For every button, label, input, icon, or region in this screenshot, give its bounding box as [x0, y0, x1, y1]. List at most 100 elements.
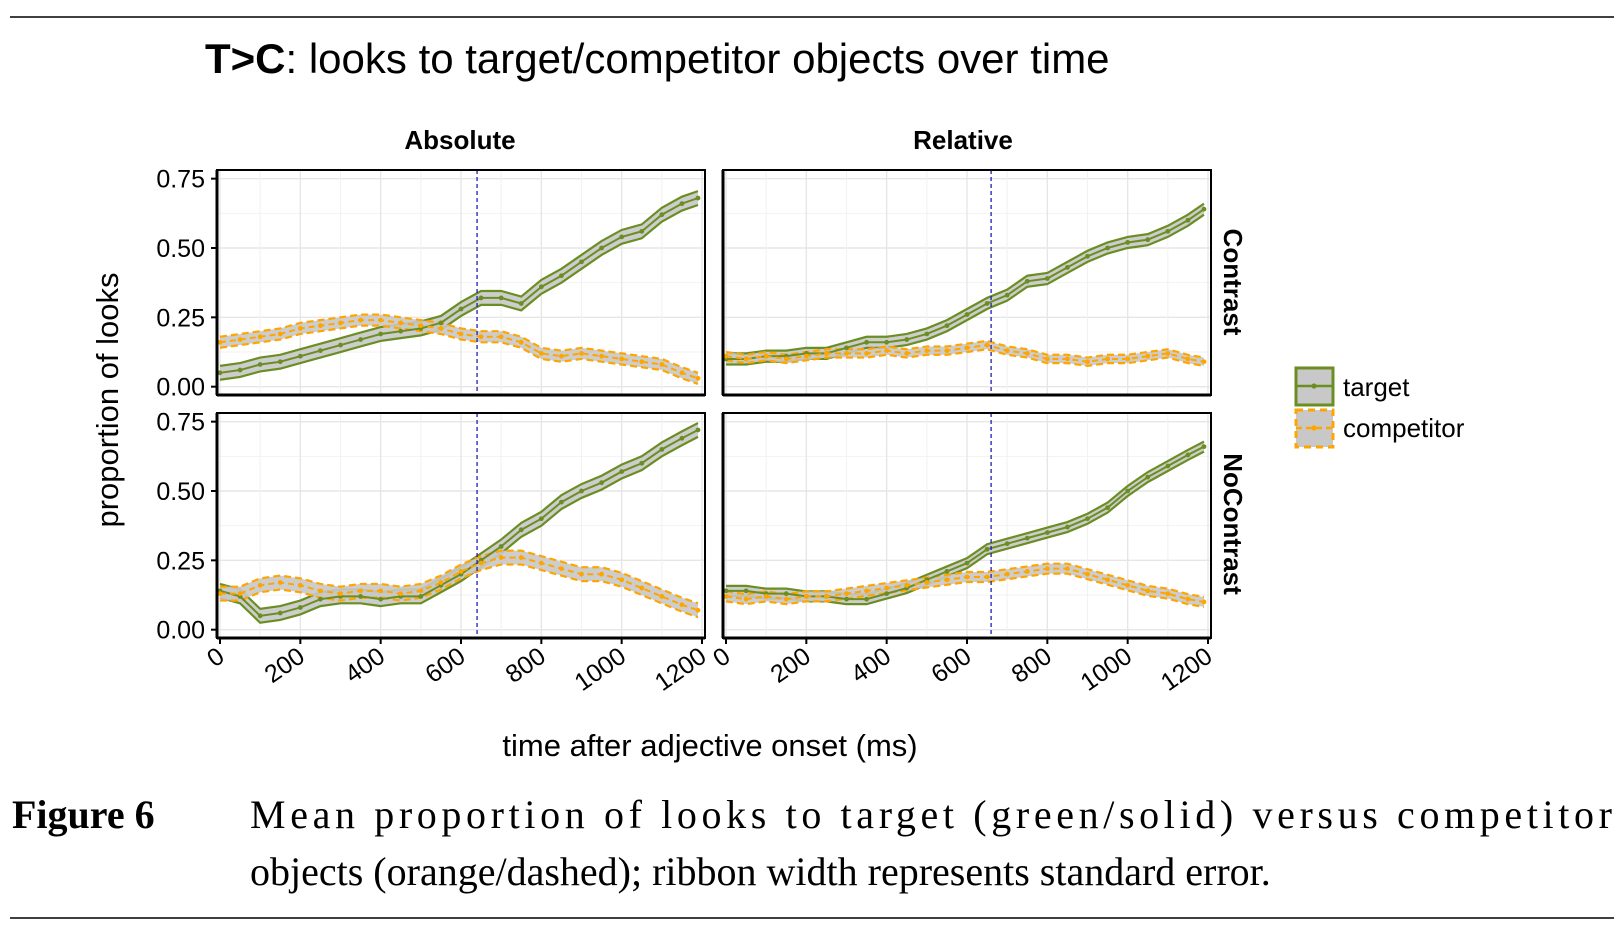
panel-relative-nocontrast: 0 200 400 600 800 1000 1200	[708, 412, 1218, 697]
data-point-competitor	[277, 331, 283, 337]
x-tick-label: 200	[260, 642, 310, 689]
data-point-competitor	[824, 593, 829, 599]
data-point-competitor	[599, 571, 604, 577]
data-point-competitor	[763, 593, 769, 599]
x-tick-label: 800	[501, 642, 551, 689]
y-tick-label: 0.00	[156, 374, 205, 402]
data-point-competitor	[277, 580, 283, 585]
ribbon-edge-upper-target	[726, 202, 1205, 355]
ribbon-edge-lower-competitor	[220, 563, 699, 619]
data-point-target	[599, 480, 604, 486]
data-point-competitor	[659, 362, 665, 367]
data-point-target	[277, 359, 283, 365]
data-point-competitor	[518, 339, 524, 345]
x-tick-label: 800	[1007, 642, 1057, 689]
x-tick-label: 1000	[569, 642, 631, 697]
data-point-target	[458, 306, 464, 312]
data-point-competitor	[297, 582, 303, 588]
y-tick-label: 0.25	[156, 304, 205, 332]
legend: target competitor	[1294, 366, 1465, 449]
caption-label: Figure 6	[12, 792, 155, 837]
data-point-competitor	[257, 582, 263, 588]
data-point-competitor	[824, 350, 829, 356]
data-point-competitor	[538, 560, 544, 566]
data-point-target	[1065, 524, 1070, 530]
data-point-target	[944, 323, 950, 329]
data-point-competitor	[1105, 577, 1110, 583]
data-point-competitor	[884, 585, 890, 591]
data-point-target	[559, 273, 564, 279]
data-point-target	[1145, 474, 1151, 480]
y-tick-label: 0.25	[156, 547, 205, 575]
data-point-competitor	[844, 350, 849, 356]
data-point-target	[378, 596, 384, 602]
y-tick-label: 0.50	[156, 235, 205, 263]
ribbon-edge-lower-target	[219, 435, 699, 624]
data-point-competitor	[438, 580, 444, 585]
data-point-competitor	[559, 353, 564, 359]
y-axis-label: proportion of looks	[90, 272, 125, 527]
data-point-competitor	[1125, 356, 1131, 362]
data-point-target	[1065, 265, 1070, 270]
x-tick-label: 1000	[1075, 642, 1137, 697]
data-point-target	[217, 370, 223, 376]
data-point-competitor	[458, 569, 464, 574]
ribbon-target	[220, 191, 698, 380]
data-point-competitor	[579, 571, 584, 577]
data-point-target	[884, 591, 890, 597]
data-point-target	[783, 591, 789, 597]
data-point-target	[498, 544, 504, 549]
data-point-target	[478, 295, 484, 301]
data-point-competitor	[1165, 591, 1171, 597]
data-point-target	[743, 588, 749, 594]
y-tick-label: 0.75	[156, 166, 205, 194]
data-point-target	[695, 195, 701, 201]
x-tick-label: 400	[846, 642, 896, 689]
data-point-competitor	[1004, 348, 1010, 354]
data-point-target	[679, 201, 685, 207]
data-point-target	[358, 337, 363, 342]
data-point-target	[619, 469, 625, 474]
ribbon-edge-lower-target	[219, 203, 699, 381]
data-point-competitor	[639, 359, 645, 365]
caption-line-1: Mean proportion of looks to target (gree…	[250, 792, 1612, 837]
data-point-target	[418, 593, 424, 599]
legend-label-target: target	[1343, 372, 1410, 402]
data-point-target	[297, 353, 303, 359]
x-tick-label: 1200	[1156, 642, 1218, 697]
data-point-target	[1044, 276, 1050, 281]
panels: 0.00 0.25 0.50 0.75 0.00 0.25 0.50 0.75 0 200 400 6…	[156, 166, 1217, 697]
data-point-target	[1185, 217, 1191, 223]
data-point-target	[659, 212, 665, 218]
data-point-target	[1165, 463, 1171, 469]
data-point-competitor	[695, 375, 701, 381]
data-point-competitor	[318, 323, 323, 329]
data-point-target	[538, 516, 544, 522]
data-point-competitor	[378, 588, 384, 594]
legend-key-competitor-point	[1311, 425, 1317, 431]
chart-title-bold: T>C	[205, 35, 286, 82]
data-point-target	[579, 488, 584, 494]
data-point-target	[257, 613, 263, 619]
data-point-target	[844, 596, 849, 602]
data-point-target	[538, 284, 544, 290]
data-point-target	[398, 328, 404, 334]
data-point-competitor	[1085, 359, 1090, 365]
data-point-target	[518, 301, 524, 306]
data-point-competitor	[217, 591, 223, 597]
data-point-competitor	[803, 593, 809, 599]
data-point-competitor	[864, 350, 869, 356]
ribbon-edge-upper-target	[219, 190, 699, 367]
data-point-competitor	[1024, 350, 1030, 356]
chart-title: T>C: looks to target/competitor objects …	[205, 35, 1110, 82]
data-point-target	[924, 331, 930, 337]
data-point-target	[619, 234, 625, 240]
legend-label-competitor: competitor	[1343, 413, 1465, 443]
ribbon-edge-upper-competitor	[220, 549, 699, 605]
data-point-competitor	[498, 555, 504, 560]
data-point-competitor	[723, 353, 729, 359]
data-point-competitor	[579, 350, 584, 356]
ribbon-edge-upper-competitor	[725, 562, 1205, 599]
y-tick-label: 0.75	[156, 409, 205, 437]
